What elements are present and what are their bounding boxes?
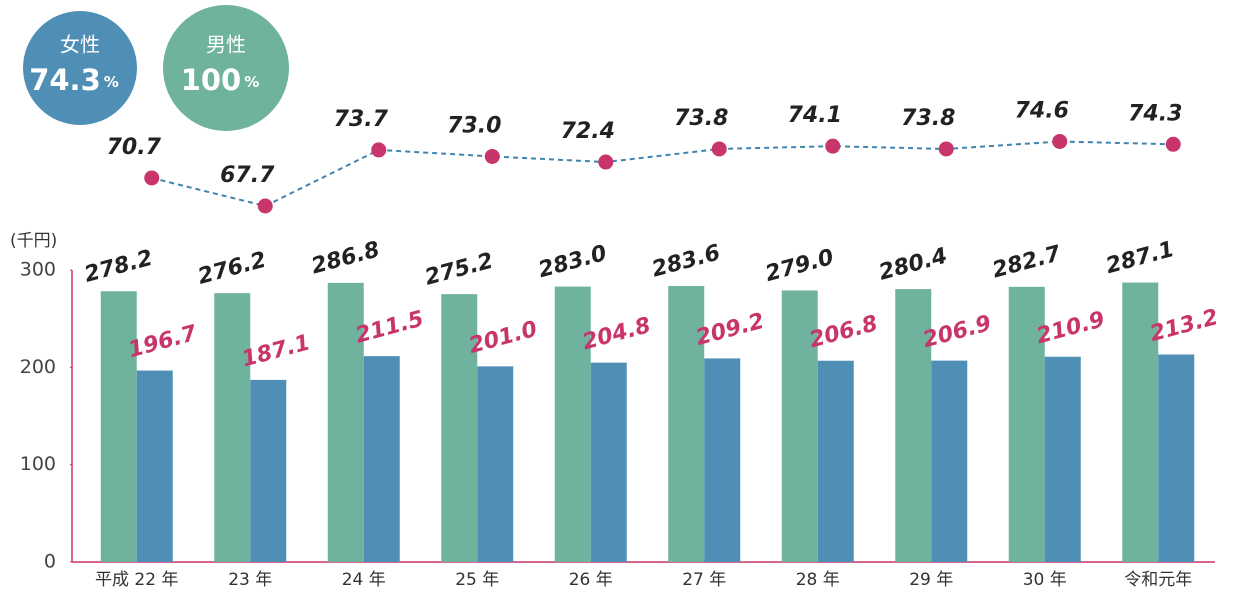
bar [895,289,932,562]
bar [363,356,400,562]
x-tick-label: 29 年 [909,570,953,590]
value-label: 211.5 [353,307,427,349]
badge-number: 74.3 [29,63,101,97]
value-label: 206.9 [920,311,994,353]
bar [1008,286,1045,562]
value-label: 213.2 [1147,305,1221,347]
badge-value: 74.3% [29,63,119,97]
y-axis-label: (千円) [10,231,57,251]
bar [817,360,854,562]
badge-circle [23,11,137,125]
value-label: 73.8 [901,106,955,131]
value-label: 287.1 [1103,237,1177,279]
x-tick-label: 平成 22 年 [95,570,178,590]
legend-badge: 男性 100% [163,5,289,131]
value-label: 286.8 [309,237,383,279]
value-label: 206.8 [807,311,881,353]
value-label: 196.7 [126,321,200,363]
y-tick-label: 200 [20,356,56,378]
bar [477,366,514,562]
point [144,170,160,186]
bar [1044,356,1081,562]
bar [704,358,741,562]
point [938,141,954,157]
value-label: 74.3 [1128,101,1182,126]
point [598,154,614,170]
y-tick-label: 0 [44,551,56,573]
point [371,142,387,158]
point [711,141,727,157]
badge-number: 100 [181,63,242,97]
line [151,140,1174,208]
bar [781,290,818,562]
value-label: 67.7 [220,163,275,188]
value-label: 276.2 [195,248,269,290]
bar [214,293,251,562]
y-tick-label: 300 [20,259,56,281]
value-label: 204.8 [580,313,654,355]
x-tick-label: 30 年 [1023,570,1067,590]
legend-badge: 女性 74.3% [23,11,137,125]
bar [931,360,968,562]
legend-name: 男性 [206,33,246,57]
badge-unit: % [104,73,119,91]
bar [554,286,591,562]
x-tick-label: 24 年 [342,570,386,590]
value-label: 210.9 [1034,307,1108,349]
value-label: 280.4 [876,244,950,286]
value-label: 73.7 [334,107,389,132]
badge-circle [163,5,289,131]
value-label: 74.6 [1015,98,1069,123]
badge-unit: % [244,73,259,91]
bar [441,294,478,562]
x-tick-label: 27 年 [682,570,726,590]
bar [136,370,173,562]
y-tick-label: 100 [20,453,56,475]
x-tick-label: 28 年 [796,570,840,590]
value-label: 279.0 [763,245,837,287]
value-label: 74.1 [788,103,842,128]
point [484,148,500,164]
value-label: 283.0 [536,241,610,283]
badge-value: 100% [181,63,260,97]
value-label: 201.0 [466,317,540,359]
value-label: 275.2 [422,249,496,291]
value-label: 73.8 [674,106,728,131]
x-tick-label: 令和元年 [1124,570,1192,590]
value-label: 72.4 [561,119,615,144]
bar [250,379,287,562]
x-tick-label: 25 年 [455,570,499,590]
value-label: 209.2 [693,309,767,351]
bar [100,291,137,562]
point [1165,136,1181,152]
value-label: 282.7 [990,241,1064,283]
x-tick-label: 26 年 [569,570,613,590]
value-label: 70.7 [107,135,162,160]
value-label: 283.6 [649,240,723,282]
bar [1158,354,1195,562]
value-label: 187.1 [239,330,313,372]
legend-name: 女性 [60,33,100,57]
point [257,198,273,214]
x-tick-label: 23 年 [228,570,272,590]
bar [668,285,705,562]
value-label: 73.0 [447,113,501,138]
value-label: 278.2 [82,246,156,288]
bar [1122,282,1159,562]
point [1052,133,1068,149]
point [825,138,841,154]
bar [590,362,627,562]
bar [327,282,364,562]
